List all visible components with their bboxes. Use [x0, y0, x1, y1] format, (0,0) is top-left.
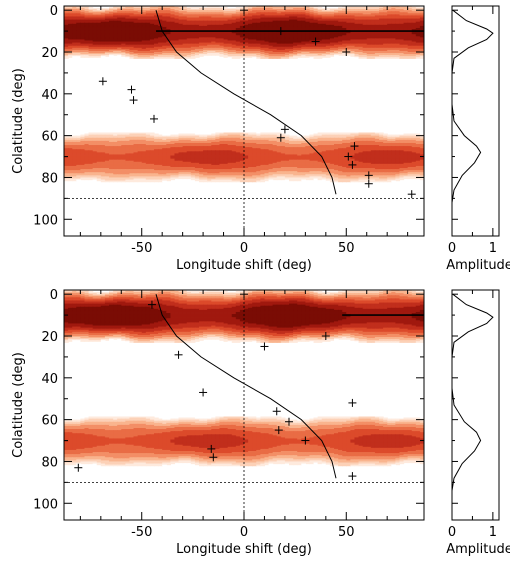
bottom-amplitude-plot	[451, 289, 500, 521]
y-tick-label: 0	[50, 288, 58, 303]
marker	[274, 426, 283, 435]
marker	[348, 160, 357, 169]
top-main-rotation-curve	[155, 10, 337, 195]
x-tick-label: 0	[448, 525, 456, 540]
x-tick-label: -50	[131, 241, 152, 256]
y-tick-label: 80	[41, 171, 58, 186]
marker	[301, 436, 310, 445]
x-axis-label: Amplitude	[446, 542, 510, 557]
y-tick-label: 80	[41, 455, 58, 470]
y-tick-label: 100	[33, 213, 58, 228]
bottom-main-plot	[63, 289, 425, 521]
y-tick-label: 40	[41, 372, 58, 387]
x-tick-label: -50	[131, 525, 152, 540]
top-amplitude-profile	[451, 9, 494, 203]
marker	[350, 142, 359, 151]
y-tick-label: 60	[41, 414, 58, 429]
marker	[74, 463, 83, 472]
x-tick-label: 0	[240, 241, 248, 256]
y-axis-label: Colatitude (deg)	[11, 68, 26, 174]
x-tick-label: 0	[240, 525, 248, 540]
x-axis-label: Longitude shift (deg)	[176, 258, 312, 273]
y-tick-label: 40	[41, 88, 58, 103]
marker	[348, 398, 357, 407]
marker	[348, 472, 357, 481]
marker	[260, 342, 269, 351]
marker	[209, 453, 218, 462]
bottom-amplitude-profile	[451, 293, 494, 491]
bottom-main-heatmap	[64, 290, 424, 520]
top-amplitude-plot	[451, 5, 500, 237]
marker	[276, 27, 285, 36]
x-axis-label: Longitude shift (deg)	[176, 542, 312, 557]
top-main-heatmap	[64, 6, 424, 236]
bottom-main-rotation-curve	[155, 294, 337, 479]
y-tick-label: 100	[33, 497, 58, 512]
x-tick-label: 1	[489, 241, 497, 256]
marker	[364, 171, 373, 180]
marker	[98, 77, 107, 86]
marker	[285, 417, 293, 426]
marker	[150, 114, 158, 123]
x-axis-label: Amplitude	[446, 258, 510, 273]
marker	[342, 48, 351, 56]
marker	[272, 407, 281, 416]
marker	[174, 350, 183, 359]
marker	[407, 190, 416, 199]
x-tick-label: 0	[448, 241, 456, 256]
marker	[321, 332, 330, 340]
x-tick-label: 1	[489, 525, 497, 540]
bottom-amplitude-frame	[451, 289, 500, 521]
top-amplitude-frame	[451, 5, 500, 237]
y-tick-label: 20	[41, 330, 58, 345]
marker	[207, 444, 216, 453]
y-tick-label: 20	[41, 46, 58, 61]
marker	[276, 133, 285, 142]
marker	[311, 37, 320, 46]
marker	[129, 96, 138, 105]
marker	[199, 388, 208, 397]
y-tick-label: 60	[41, 130, 58, 145]
marker	[147, 300, 156, 309]
x-tick-label: 50	[338, 525, 355, 540]
x-tick-label: 50	[338, 241, 355, 256]
marker	[127, 85, 136, 94]
y-axis-label: Colatitude (deg)	[11, 352, 26, 458]
marker	[364, 179, 373, 188]
marker	[280, 125, 289, 134]
y-tick-label: 0	[50, 4, 58, 19]
top-main-plot	[63, 5, 425, 237]
marker	[344, 152, 353, 161]
